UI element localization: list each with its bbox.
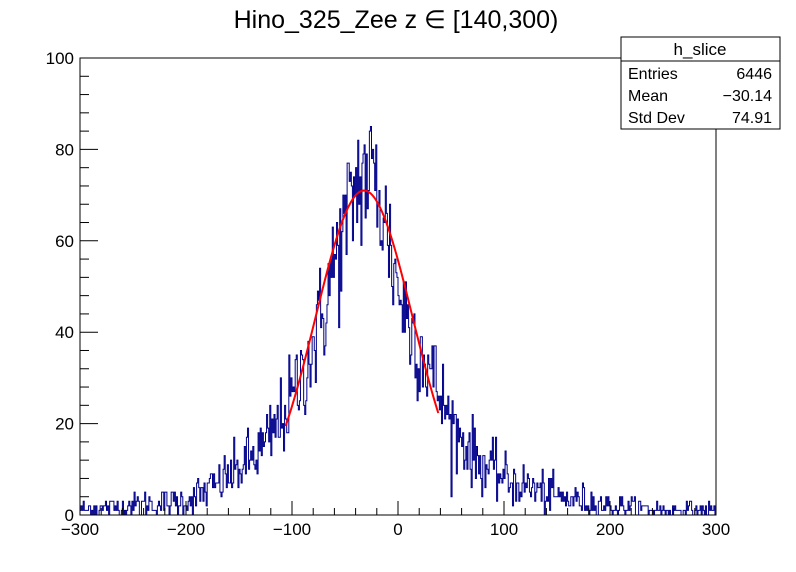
stats-stddev-value: 74.91 xyxy=(732,110,772,127)
stats-stddev-label: Std Dev xyxy=(628,110,685,127)
stats-mean-value: −30.14 xyxy=(723,88,772,105)
x-tick-label: −300 xyxy=(61,520,99,539)
stats-box-frame xyxy=(620,36,781,130)
histogram-layer xyxy=(80,126,716,516)
y-tick-label: 40 xyxy=(55,323,74,342)
x-tick-label: −100 xyxy=(273,520,311,539)
fit-layer xyxy=(284,189,440,427)
stats-box: h_slice Entries 6446 Mean −30.14 Std Dev… xyxy=(620,36,781,130)
chart-title: Hino_325_Zee z ∈ [140,300) xyxy=(234,6,559,34)
stats-entries-value: 6446 xyxy=(736,66,772,83)
stats-entries-label: Entries xyxy=(628,66,678,83)
x-tick-label: 100 xyxy=(490,520,518,539)
gaussian-fit-curve xyxy=(284,189,440,427)
y-tick-label: 80 xyxy=(55,140,74,159)
y-tick-label: 60 xyxy=(55,232,74,251)
y-tick-label: 20 xyxy=(55,415,74,434)
y-tick-label: 100 xyxy=(46,49,74,68)
axes-layer: −300 −200 −100 0 100 200 300 0 20 40 60 80 100 xyxy=(46,49,731,539)
stats-mean-label: Mean xyxy=(628,88,668,105)
y-tick-label: 0 xyxy=(65,506,74,525)
x-tick-label: −200 xyxy=(167,520,205,539)
x-tick-label: 300 xyxy=(702,520,730,539)
stats-title: h_slice xyxy=(674,40,727,59)
x-tick-label: 200 xyxy=(596,520,624,539)
histogram-series xyxy=(80,126,716,516)
x-tick-label: 0 xyxy=(393,520,402,539)
